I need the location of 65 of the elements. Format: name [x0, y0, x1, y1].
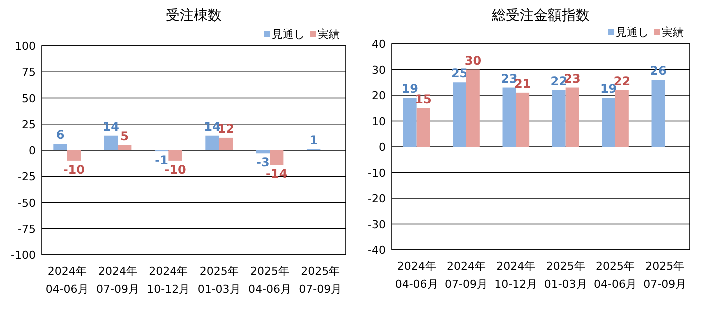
y-tick-label: 100	[15, 40, 36, 53]
y-tick-label: -75	[18, 222, 36, 236]
legend-label: 見通し	[616, 26, 649, 39]
x-tick-label: 2025年 07-09月	[644, 260, 687, 291]
bar	[566, 88, 580, 147]
bar	[652, 80, 666, 147]
y-tick-label: 10	[372, 115, 386, 128]
bar	[416, 108, 430, 147]
bar	[168, 150, 182, 161]
data-label: 5	[120, 129, 130, 144]
y-tick-label: 40	[372, 38, 386, 51]
y-tick-label: 30	[372, 64, 386, 77]
y-tick-label: -50	[18, 196, 36, 210]
bar	[616, 90, 629, 147]
bar	[453, 82, 466, 147]
data-label: -1	[155, 154, 168, 168]
bar	[466, 70, 480, 147]
x-tick-label: 2024年 04-06月	[46, 265, 89, 296]
y-tick-label: -100	[11, 249, 36, 262]
x-tick-label: 2025年 04-06月	[594, 260, 637, 291]
chart-title: 総受注金額指数	[491, 8, 590, 24]
y-tick-label: -20	[368, 192, 386, 206]
bar	[270, 150, 284, 166]
x-tick-label: 2025年 01-03月	[544, 260, 588, 291]
chart-title: 受注棟数	[166, 8, 222, 24]
x-tick-label: 2024年 07-09月	[96, 265, 140, 296]
y-tick-label: 0	[379, 141, 386, 154]
data-label: 12	[218, 122, 235, 136]
y-tick-label: 50	[22, 92, 36, 106]
x-tick-label: 2024年 04-06月	[395, 260, 438, 291]
y-tick-label: 25	[22, 118, 36, 132]
y-tick-label: -30	[368, 218, 386, 232]
x-tick-label: 2024年 10-12月	[494, 260, 538, 291]
y-tick-label: -10	[368, 166, 386, 180]
data-label: 30	[464, 54, 482, 68]
y-tick-label: 20	[372, 90, 386, 102]
bar	[552, 90, 566, 147]
bar	[403, 98, 417, 147]
bar	[256, 150, 270, 154]
y-tick-label: 0	[29, 144, 36, 158]
y-tick-label: -40	[368, 244, 386, 257]
x-tick-label: 2025年 04-06月	[248, 265, 292, 296]
bar	[54, 144, 68, 150]
x-tick-label: 2024年 10-12月	[147, 265, 190, 296]
data-label: -3	[256, 156, 270, 170]
legend-label: 実績	[662, 26, 684, 39]
x-tick-label: 2025年 07-09月	[299, 265, 342, 296]
bar	[67, 150, 82, 161]
bar	[516, 92, 530, 147]
data-label: 15	[415, 92, 432, 106]
bar	[206, 136, 220, 150]
data-label: -10	[63, 162, 86, 177]
y-tick-label: -25	[18, 170, 36, 184]
y-tick-label: 75	[22, 66, 36, 80]
data-label: 6	[56, 128, 65, 142]
bar	[502, 88, 516, 147]
x-tick-label: 2024年 07-09月	[445, 260, 488, 291]
bar	[602, 98, 616, 147]
legend-label: 実績	[318, 28, 340, 41]
bar	[118, 145, 132, 150]
bar	[219, 138, 234, 150]
legend-label: 見通し	[272, 28, 305, 41]
data-label: 1	[310, 133, 318, 148]
bar	[104, 136, 118, 150]
x-tick-label: 2025年 01-03月	[198, 265, 241, 296]
